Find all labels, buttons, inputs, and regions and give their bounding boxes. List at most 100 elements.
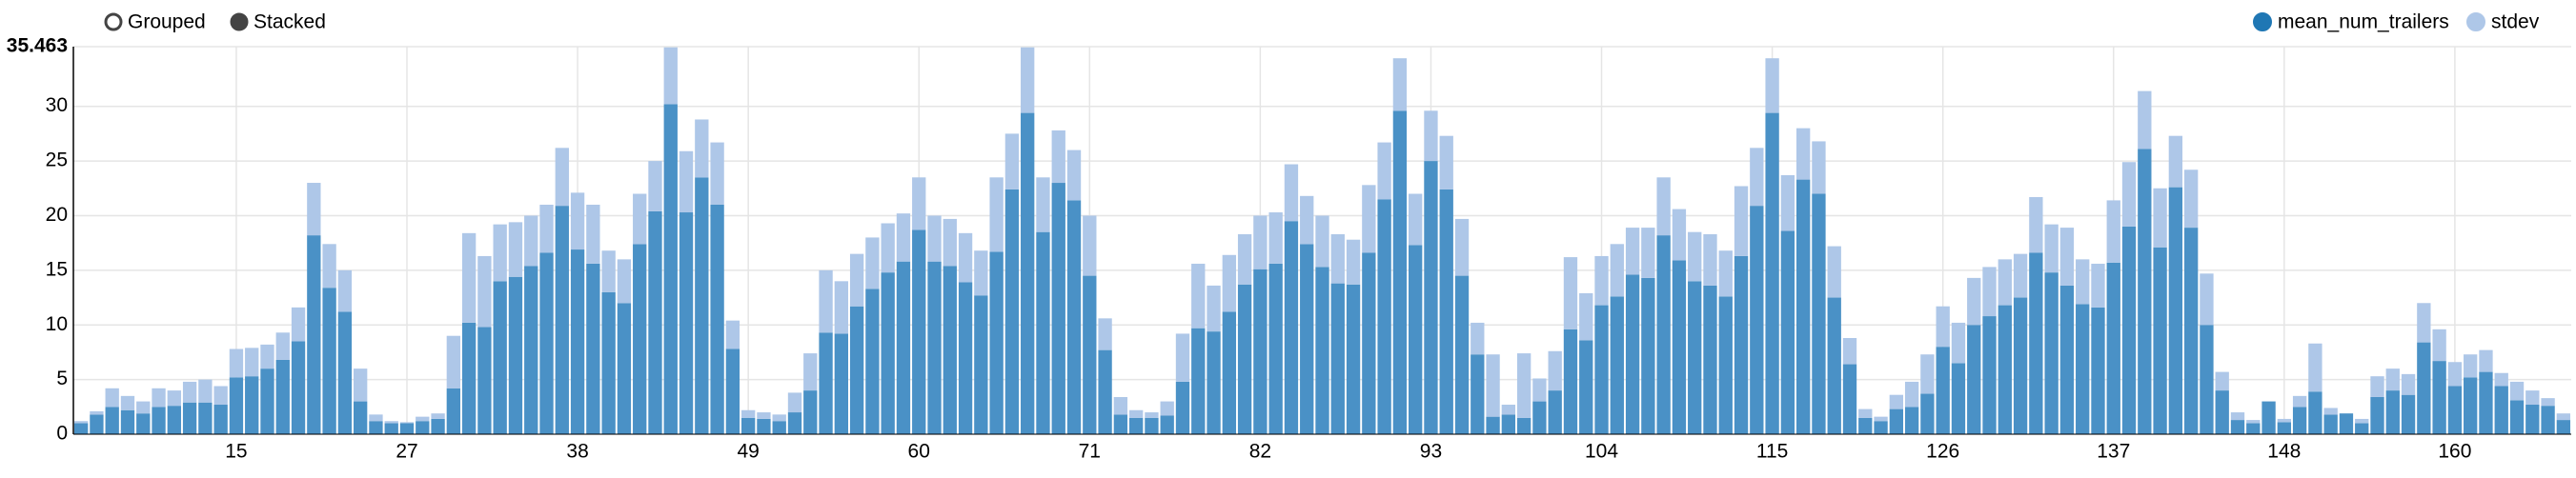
- control-label[interactable]: Grouped: [128, 11, 206, 33]
- bar: [1579, 292, 1593, 341]
- bar: [431, 418, 445, 434]
- bar: [2447, 386, 2463, 434]
- bar: [213, 405, 228, 434]
- bar: [1750, 206, 1764, 434]
- control-label[interactable]: Stacked: [254, 11, 326, 33]
- bar: [539, 204, 554, 253]
- bar: [1967, 325, 1981, 434]
- bar: [1377, 142, 1391, 200]
- bar: [120, 395, 135, 410]
- bar: [2541, 398, 2555, 407]
- bar: [508, 276, 523, 434]
- bar: [1145, 412, 1159, 418]
- bar: [1532, 378, 1547, 402]
- bar: [2059, 285, 2075, 434]
- bar: [555, 148, 569, 207]
- bar: [1268, 263, 1283, 434]
- bar: [1796, 128, 1811, 180]
- bar: [1936, 306, 1950, 348]
- bar: [1688, 231, 1702, 282]
- y-tick-label: 30: [46, 94, 68, 116]
- legend-swatch[interactable]: [2253, 12, 2272, 31]
- bar: [1051, 183, 1065, 435]
- bar: [384, 421, 398, 424]
- legend-label[interactable]: stdev: [2491, 11, 2540, 33]
- bar: [399, 422, 415, 424]
- bar: [1083, 215, 1097, 276]
- bar: [2106, 200, 2120, 263]
- bar: [570, 192, 585, 250]
- bar: [1610, 244, 1624, 297]
- bar: [2200, 273, 2214, 326]
- bar: [1377, 199, 1391, 434]
- bar: [1222, 254, 1236, 312]
- bar: [663, 47, 678, 105]
- bar: [1703, 285, 1717, 434]
- control-radio[interactable]: [104, 12, 123, 31]
- bar: [1672, 260, 1687, 434]
- bar: [369, 421, 383, 434]
- bar: [493, 281, 507, 434]
- bar: [2168, 187, 2183, 435]
- bar: [2230, 420, 2245, 434]
- bar: [2277, 422, 2291, 434]
- bar: [633, 244, 647, 434]
- bar: [1672, 209, 1687, 261]
- bar: [2138, 149, 2152, 434]
- bar: [1284, 164, 1299, 222]
- x-tick-label: 104: [1585, 441, 1618, 463]
- bar: [260, 344, 274, 369]
- bar: [1392, 58, 1408, 111]
- bar: [586, 263, 600, 434]
- bar: [136, 413, 151, 434]
- bar: [679, 212, 694, 434]
- bar: [617, 259, 632, 304]
- bar: [461, 232, 477, 323]
- bar: [1750, 148, 1764, 207]
- bar: [2292, 407, 2307, 434]
- y-tick-label: 0: [56, 423, 68, 445]
- x-tick-label: 27: [396, 441, 417, 463]
- bar: [152, 407, 166, 434]
- bar: [896, 213, 911, 262]
- bar: [943, 218, 957, 267]
- bar: [1796, 179, 1811, 434]
- bar: [1051, 129, 1065, 184]
- bar: [648, 210, 662, 434]
- bar: [2417, 303, 2431, 343]
- bar: [1579, 340, 1593, 434]
- bar: [2385, 390, 2400, 434]
- bar: [2230, 412, 2245, 421]
- bar: [803, 353, 818, 391]
- bar: [974, 250, 988, 296]
- bar: [2509, 381, 2525, 401]
- bar: [1610, 296, 1624, 434]
- bar: [2525, 390, 2540, 406]
- bar: [2385, 368, 2400, 391]
- bar: [695, 177, 709, 434]
- legend-swatch[interactable]: [2466, 12, 2485, 31]
- bar: [1424, 110, 1438, 162]
- bar: [2370, 376, 2384, 397]
- bar: [2494, 372, 2508, 387]
- bar: [260, 368, 274, 434]
- control-radio[interactable]: [230, 12, 249, 31]
- bar: [1501, 405, 1516, 415]
- bar: [1253, 215, 1268, 269]
- bar: [1967, 277, 1981, 326]
- x-tick-label: 148: [2267, 441, 2301, 463]
- bar: [1765, 58, 1779, 113]
- bar: [1998, 305, 2012, 434]
- bar: [182, 381, 197, 403]
- bar: [2355, 423, 2369, 434]
- bar: [1222, 311, 1236, 434]
- bar: [633, 193, 647, 245]
- bar: [1253, 269, 1268, 434]
- bar: [2308, 343, 2322, 392]
- legend-label[interactable]: mean_num_trailers: [2278, 11, 2449, 33]
- bar: [1920, 354, 1935, 394]
- bar: [1066, 149, 1082, 201]
- x-tick-label: 93: [1420, 441, 1442, 463]
- bar: [1284, 221, 1299, 434]
- bar: [1128, 409, 1144, 418]
